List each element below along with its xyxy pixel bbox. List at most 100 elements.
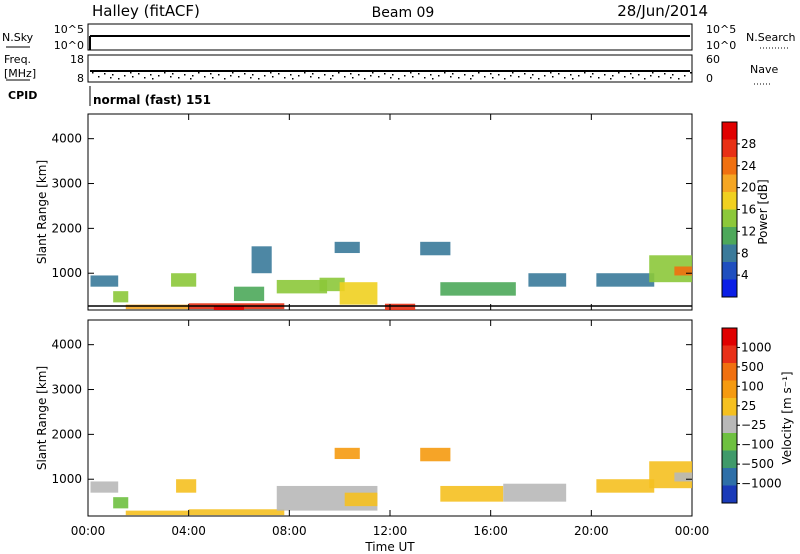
nave-dot <box>212 77 214 79</box>
nave-dot <box>518 76 520 78</box>
nave-dot <box>512 72 514 74</box>
nave-dot <box>552 76 554 78</box>
power-patch <box>420 241 451 256</box>
nsky-tick-bottom-right: 10^0 <box>706 39 736 52</box>
nave-dot <box>344 76 346 78</box>
velocity-colorbar-swatch <box>722 328 737 346</box>
freq-tick-bottom-right: 0 <box>706 72 713 85</box>
power-patch <box>213 306 245 310</box>
nave-dot <box>538 78 540 80</box>
velocity-patch <box>440 485 504 502</box>
power-colorbar-swatch <box>722 262 737 280</box>
nave-dot <box>132 76 134 78</box>
nave-dot <box>492 77 494 79</box>
date-title: 28/Jun/2014 <box>617 2 708 20</box>
freq-tick-bottom-left: 8 <box>77 72 84 85</box>
ytick-label: 3000 <box>51 383 82 397</box>
nave-dot <box>458 77 460 79</box>
nave-dot <box>392 74 394 76</box>
nave-dot <box>598 77 600 79</box>
nave-dot <box>464 74 466 76</box>
nave-dot <box>170 76 172 78</box>
xtick-label: 16:00 <box>473 524 508 538</box>
velocity-colorbar-swatch <box>722 363 737 381</box>
nave-dot <box>530 77 532 79</box>
colorbar-label: −1000 <box>741 477 782 491</box>
nave-dot <box>172 73 174 75</box>
nave-dot <box>664 73 666 75</box>
power-patch <box>674 266 692 276</box>
nave-dot <box>410 72 412 74</box>
nave-dot <box>418 73 420 75</box>
nave-dot <box>112 74 114 76</box>
nave-dot <box>232 72 234 74</box>
nave-dot <box>404 75 406 77</box>
velocity-patch <box>596 479 655 493</box>
power-patch <box>233 286 265 302</box>
nave-dot <box>510 75 512 77</box>
nave-dot <box>218 74 220 76</box>
nave-dot <box>570 74 572 76</box>
velocity-patch <box>113 497 129 509</box>
nave-dot <box>204 76 206 78</box>
nave-dot <box>330 78 332 80</box>
velocity-panel: 4000 3000 2000 1000 Slant Range [km] <box>35 319 693 517</box>
velocity-patch <box>176 479 197 493</box>
nave-dot <box>390 77 392 79</box>
nave-dot <box>630 73 632 75</box>
nave-dots <box>92 72 692 80</box>
velocity-colorbar-title: Velocity [m s⁻¹] <box>780 371 794 464</box>
nave-dot <box>432 78 434 80</box>
nave-dot <box>644 78 646 80</box>
colorbar-label: −500 <box>741 457 774 471</box>
nave-dot <box>672 74 674 76</box>
nave-dot <box>430 74 432 76</box>
xtick-label: 08:00 <box>272 524 307 538</box>
velocity-data <box>90 447 692 516</box>
power-patch <box>251 246 272 274</box>
ytick-label: 2000 <box>51 221 82 235</box>
nave-dot <box>450 76 452 78</box>
nave-dot <box>138 73 140 75</box>
nave-dot <box>398 78 400 80</box>
nave-dot <box>310 76 312 78</box>
velocity-patch <box>344 492 378 507</box>
colorbar-label: 100 <box>741 379 764 393</box>
nave-dot <box>678 78 680 80</box>
nave-dot <box>544 75 546 77</box>
nave-dot <box>652 72 654 74</box>
power-patch <box>113 291 129 303</box>
nave-dot <box>470 78 472 80</box>
colorbar-label: 12 <box>741 224 756 238</box>
nave-dot <box>372 72 374 74</box>
nave-dot <box>384 73 386 75</box>
nave-dot <box>484 76 486 78</box>
nave-dot <box>292 78 294 80</box>
power-colorbar-swatch <box>722 174 737 193</box>
nave-dot <box>312 73 314 75</box>
power-patch <box>125 304 189 310</box>
xtick-label: 04:00 <box>171 524 206 538</box>
power-colorbar-swatch <box>722 279 737 298</box>
nave-dot <box>284 77 286 79</box>
velocity-patch <box>125 510 189 516</box>
nave-dot <box>532 74 534 76</box>
nsearch-label: N.Search <box>746 31 796 44</box>
velocity-patch <box>334 447 360 460</box>
nave-dot <box>412 76 414 78</box>
cpid-text: normal (fast) 151 <box>93 93 211 107</box>
colorbar-label: −25 <box>741 418 766 432</box>
power-patch <box>528 273 567 287</box>
nsky-panel: N.Sky 10^5 10^0 10^5 10^0 N.Search <box>2 23 796 52</box>
velocity-colorbar: 1000 500 100 25 −25 −100 −500 −1000 <box>721 327 782 504</box>
xtick-label: 00:00 <box>71 524 106 538</box>
nave-dot <box>250 77 252 79</box>
velocity-yticks: 4000 3000 2000 1000 <box>51 338 692 486</box>
nave-dot <box>584 72 586 74</box>
nave-dot <box>572 78 574 80</box>
nave-dot <box>298 75 300 77</box>
nave-dot <box>338 72 340 74</box>
nave-dot <box>564 77 566 79</box>
